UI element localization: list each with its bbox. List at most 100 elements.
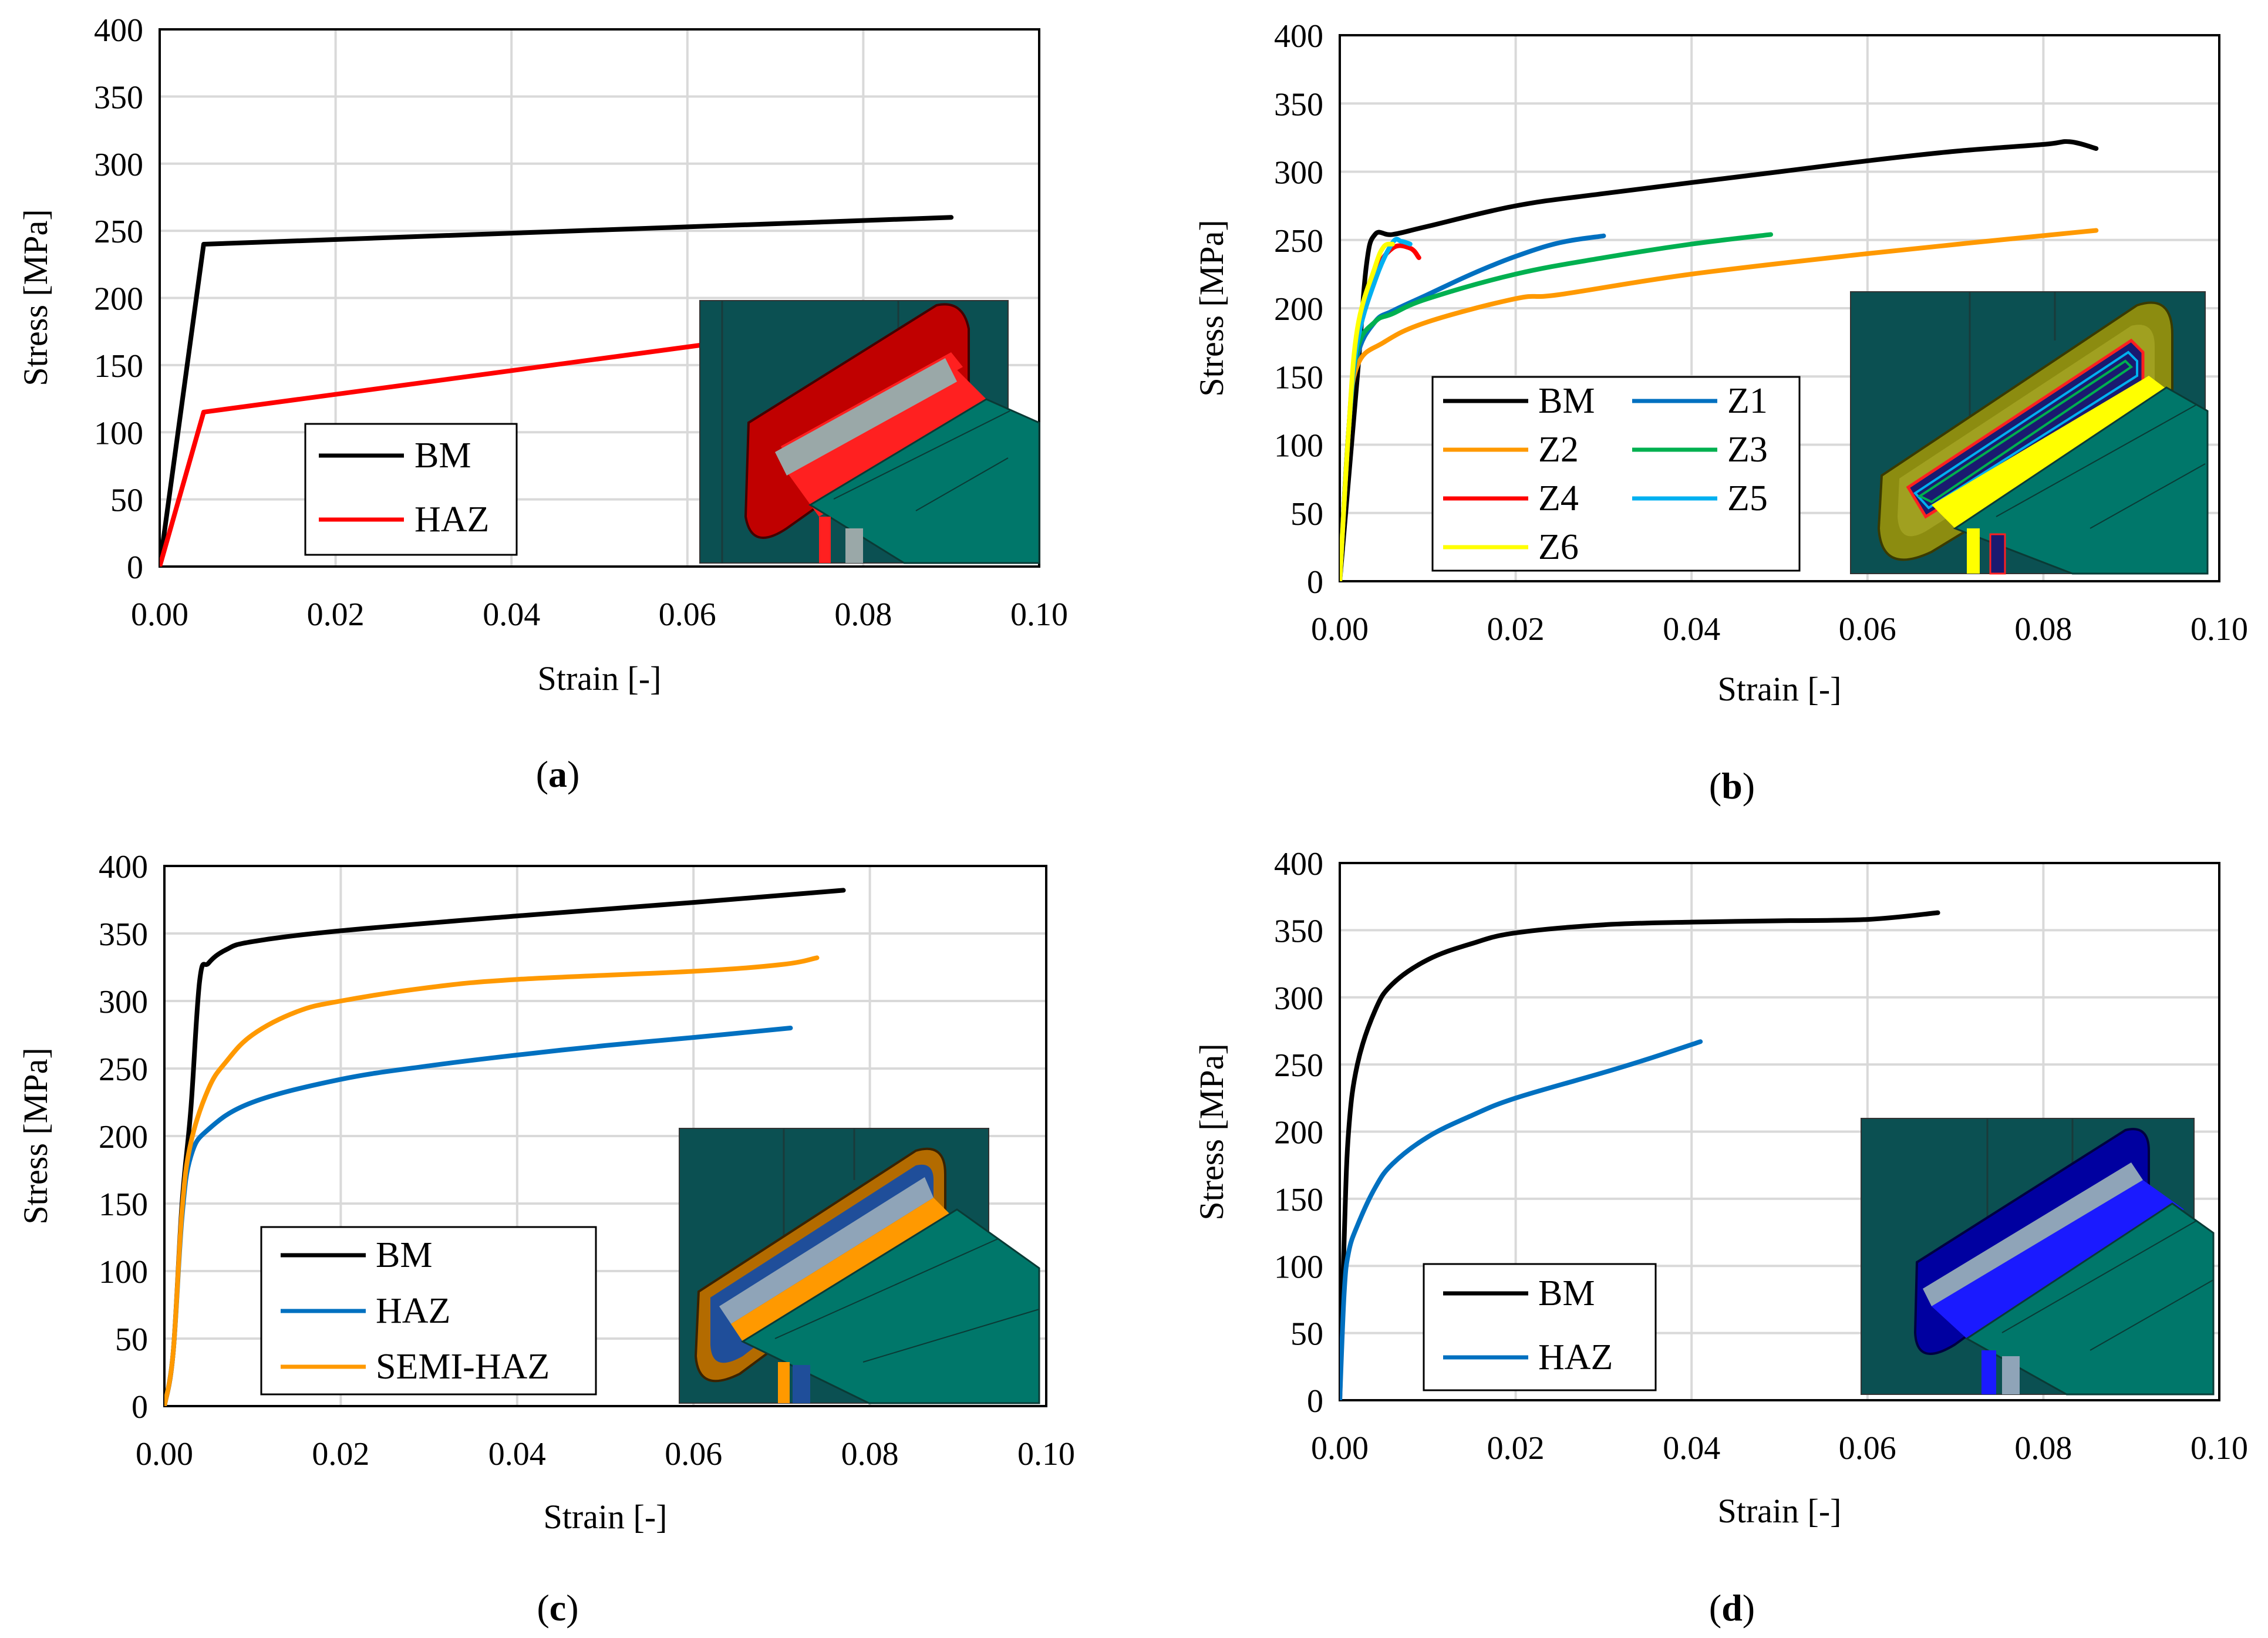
legend-label-bm-c: BM <box>376 1235 432 1275</box>
y-tick-label-a: 350 <box>94 79 143 116</box>
legend-label-bm-b: BM <box>1538 381 1595 421</box>
legend-box-d <box>1423 1263 1657 1391</box>
y-tick-label-d: 200 <box>1274 1115 1323 1151</box>
y-tick-label-c: 100 <box>99 1254 148 1290</box>
x-tick-label-b: 0.08 <box>2014 611 2072 648</box>
x-tick-label-a: 0.04 <box>483 596 540 633</box>
series-line-z6-b <box>1340 241 1395 581</box>
y-tick-label-a: 250 <box>94 214 143 250</box>
caption-letter-c: c <box>550 1587 566 1629</box>
y-tick-label-b: 50 <box>1290 496 1323 532</box>
legend-label-haz-d: HAZ <box>1538 1337 1613 1377</box>
y-tick-labels-d: 0 50 100 150 200 250 300 350 400 <box>1274 846 1323 1420</box>
legend-label-haz-c: HAZ <box>376 1291 450 1331</box>
caption-d: (d) <box>1709 1587 1755 1629</box>
x-tick-label-c: 0.08 <box>841 1436 899 1472</box>
caption-letter-b: b <box>1721 765 1743 807</box>
y-tick-label-b: 150 <box>1274 359 1323 396</box>
y-tick-label-d: 150 <box>1274 1182 1323 1218</box>
inset-model-image-d <box>1861 1118 2215 1396</box>
caption-a: (a) <box>536 753 580 795</box>
legend-label-z6-b: Z6 <box>1538 527 1579 567</box>
y-tick-label-a: 200 <box>94 281 143 318</box>
x-tick-label-c: 0.00 <box>136 1436 193 1472</box>
y-tick-label-c: 250 <box>99 1051 148 1088</box>
series-line-semi-haz-c <box>164 955 820 1406</box>
y-tick-label-b: 400 <box>1274 18 1323 55</box>
inset-model-image-a <box>699 300 1040 564</box>
chart-panel-a: 0 50 100 150 200 250 300 350 400 0.00 0.02 0.04 0.0… <box>16 12 1068 795</box>
y-tick-label-a: 50 <box>110 483 143 519</box>
y-tick-label-b: 0 <box>1307 564 1323 601</box>
x-axis-label-b: Strain [-] <box>1718 670 1842 708</box>
x-tick-labels-b: 0.00 0.02 0.04 0.06 0.08 0.10 <box>1311 611 2248 648</box>
y-tick-label-a: 400 <box>94 12 143 49</box>
y-axis-label-d: Stress [MPa] <box>1192 1043 1231 1220</box>
y-tick-label-d: 0 <box>1307 1383 1323 1420</box>
y-tick-label-d: 50 <box>1290 1316 1323 1353</box>
y-tick-label-a: 100 <box>94 415 143 451</box>
series-line-bm-a <box>160 215 954 567</box>
x-tick-labels-d: 0.00 0.02 0.04 0.06 0.08 0.10 <box>1311 1430 2248 1467</box>
legend-label-z3-b: Z3 <box>1727 430 1768 470</box>
y-tick-labels-b: 0 50 100 150 200 250 300 350 400 <box>1274 18 1323 601</box>
x-tick-label-d: 0.10 <box>2191 1430 2248 1467</box>
y-tick-label-c: 0 <box>132 1389 148 1425</box>
legend-label-z5-b: Z5 <box>1727 478 1768 518</box>
y-axis-label-b: Stress [MPa] <box>1192 220 1231 396</box>
y-tick-label-d: 300 <box>1274 980 1323 1017</box>
y-tick-label-a: 300 <box>94 147 143 183</box>
series-group-d <box>1340 910 1940 1400</box>
x-tick-label-d: 0.04 <box>1663 1430 1720 1467</box>
y-tick-label-b: 100 <box>1274 428 1323 464</box>
x-tick-label-c: 0.04 <box>488 1436 546 1472</box>
y-tick-labels-c: 0 50 100 150 200 250 300 350 400 <box>99 849 148 1425</box>
y-axis-label-c: Stress [MPa] <box>16 1047 55 1224</box>
x-tick-label-d: 0.08 <box>2014 1430 2072 1467</box>
plot-frame-d <box>1339 862 2220 1401</box>
plot-frame-a <box>159 28 1040 568</box>
legend-d: BM HAZ <box>1423 1263 1657 1391</box>
legend-c: BM HAZ SEMI-HAZ <box>260 1226 597 1396</box>
x-tick-label-b: 0.00 <box>1311 611 1369 648</box>
x-tick-label-a: 0.08 <box>834 596 892 633</box>
caption-letter-d: d <box>1721 1587 1743 1629</box>
y-tick-label-b: 300 <box>1274 155 1323 191</box>
x-tick-labels-a: 0.00 0.02 0.04 0.06 0.08 0.10 <box>131 596 1068 633</box>
x-tick-label-b: 0.06 <box>1839 611 1896 648</box>
x-tick-label-c: 0.10 <box>1017 1436 1075 1472</box>
x-tick-label-d: 0.06 <box>1839 1430 1896 1467</box>
x-tick-label-a: 0.02 <box>307 596 365 633</box>
x-tick-label-d: 0.00 <box>1311 1430 1369 1467</box>
y-tick-label-a: 0 <box>127 550 143 586</box>
y-tick-label-d: 350 <box>1274 913 1323 949</box>
plot-frame-c <box>163 865 1047 1407</box>
y-tick-label-a: 150 <box>94 348 143 385</box>
legend-a: BM HAZ <box>304 423 518 556</box>
y-tick-label-d: 400 <box>1274 846 1323 882</box>
legend-box-b <box>1431 376 1801 572</box>
x-tick-label-a: 0.10 <box>1010 596 1068 633</box>
y-tick-label-c: 50 <box>115 1322 148 1358</box>
inset-model-image-b <box>1850 291 2209 575</box>
inset-model-image-c <box>679 1128 1040 1404</box>
y-tick-label-b: 350 <box>1274 86 1323 123</box>
x-tick-label-c: 0.06 <box>665 1436 722 1472</box>
legend-label-z2-b: Z2 <box>1538 430 1579 470</box>
y-axis-label-a: Stress [MPa] <box>16 209 55 386</box>
legend-box-a <box>304 423 518 556</box>
legend-label-bm-a: BM <box>414 436 471 476</box>
y-tick-label-b: 250 <box>1274 223 1323 259</box>
x-tick-label-a: 0.00 <box>131 596 188 633</box>
y-tick-label-c: 200 <box>99 1119 148 1155</box>
series-group-c <box>164 888 846 1406</box>
plot-frame-b <box>1339 34 2220 582</box>
x-tick-label-c: 0.02 <box>312 1436 369 1472</box>
y-tick-label-c: 300 <box>99 984 148 1020</box>
caption-c: (c) <box>537 1587 578 1629</box>
legend-label-bm-d: BM <box>1538 1273 1595 1313</box>
y-tick-label-c: 400 <box>99 849 148 885</box>
